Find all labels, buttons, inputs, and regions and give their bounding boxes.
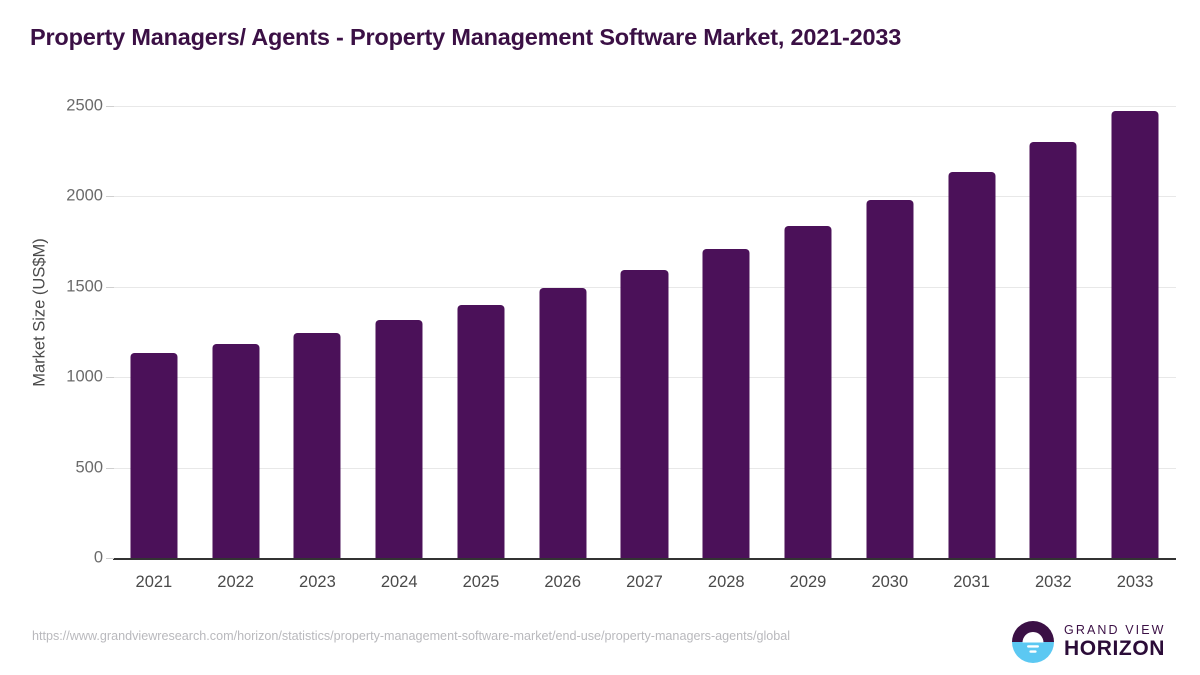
bar[interactable] — [375, 319, 423, 558]
bar-band: 2021 — [113, 90, 195, 591]
bar-band: 2024 — [358, 90, 440, 591]
bar-band: 2026 — [522, 90, 604, 591]
bar-band: 2022 — [195, 90, 277, 591]
x-tick-label: 2033 — [1116, 573, 1154, 591]
bar[interactable] — [948, 172, 996, 558]
x-axis-line — [113, 558, 1176, 560]
y-axis-ticks: 0 500 1000 1500 2000 2500 — [33, 90, 103, 590]
horizon-logo-icon — [1012, 621, 1054, 663]
x-tick-label: 2028 — [707, 573, 745, 591]
bar[interactable] — [784, 226, 832, 558]
bar-band: 2027 — [604, 90, 686, 591]
plot-area: Market Size (US$M) 0 500 1000 1500 2000 2500 … — [0, 90, 1200, 591]
y-tick-label: 1000 — [66, 367, 103, 386]
x-tick-label: 2029 — [789, 573, 827, 591]
bar[interactable] — [1111, 111, 1159, 558]
y-tick-label: 2000 — [66, 186, 103, 205]
y-tick-label: 500 — [75, 458, 103, 477]
bar[interactable] — [293, 332, 341, 558]
logo-wordmark: GRAND VIEW HORIZON — [1064, 623, 1166, 660]
y-tick-mark — [106, 286, 114, 288]
x-tick-label: 2031 — [953, 573, 990, 591]
y-tick-mark — [106, 377, 114, 379]
bar[interactable] — [539, 287, 587, 558]
x-tick-label: 2021 — [135, 573, 173, 591]
y-tick-label: 0 — [93, 548, 103, 567]
bar[interactable] — [212, 344, 260, 558]
bar[interactable] — [1029, 141, 1077, 558]
bar-band: 2028 — [685, 90, 767, 591]
y-tick-mark — [106, 558, 114, 559]
bar-band: 2025 — [440, 90, 522, 591]
x-tick-label: 2025 — [462, 573, 500, 591]
y-tick-mark — [106, 196, 114, 198]
bar-band: 2033 — [1094, 90, 1176, 591]
bar-band: 2029 — [767, 90, 849, 591]
logo-grand-view-text: GRAND VIEW — [1064, 623, 1166, 637]
x-tick-label: 2024 — [380, 573, 418, 591]
x-tick-label: 2030 — [871, 573, 909, 591]
page-title: Property Managers/ Agents - Property Man… — [30, 24, 902, 50]
bar-band: 2031 — [931, 90, 1013, 591]
y-tick-mark — [106, 106, 114, 107]
bar[interactable] — [130, 353, 178, 558]
y-tick-mark — [106, 467, 114, 469]
bar-band: 2032 — [1012, 90, 1094, 591]
bar-band: 2030 — [849, 90, 931, 591]
gridline — [113, 196, 1176, 198]
x-tick-label: 2023 — [299, 573, 336, 591]
brand-logo: GRAND VIEW HORIZON — [1012, 619, 1172, 665]
bar[interactable] — [866, 200, 914, 558]
x-tick-label: 2022 — [217, 573, 254, 591]
bar[interactable] — [702, 249, 750, 558]
y-tick-label: 1500 — [66, 277, 103, 296]
source-url[interactable]: https://www.grandviewresearch.com/horizo… — [32, 629, 791, 643]
bar[interactable] — [620, 270, 668, 558]
y-tick-label: 2500 — [66, 96, 103, 115]
gridline — [113, 106, 1176, 107]
bar[interactable] — [457, 304, 505, 558]
bars-group: 2021 2022 2023 2024 2025 2026 2027 2028 2029 2030… — [113, 90, 1176, 591]
x-tick-label: 2032 — [1034, 573, 1072, 591]
x-tick-label: 2027 — [626, 573, 663, 591]
logo-horizon-text: HORIZON — [1064, 637, 1166, 660]
bar-band: 2023 — [277, 90, 359, 591]
x-tick-label: 2026 — [544, 573, 582, 591]
